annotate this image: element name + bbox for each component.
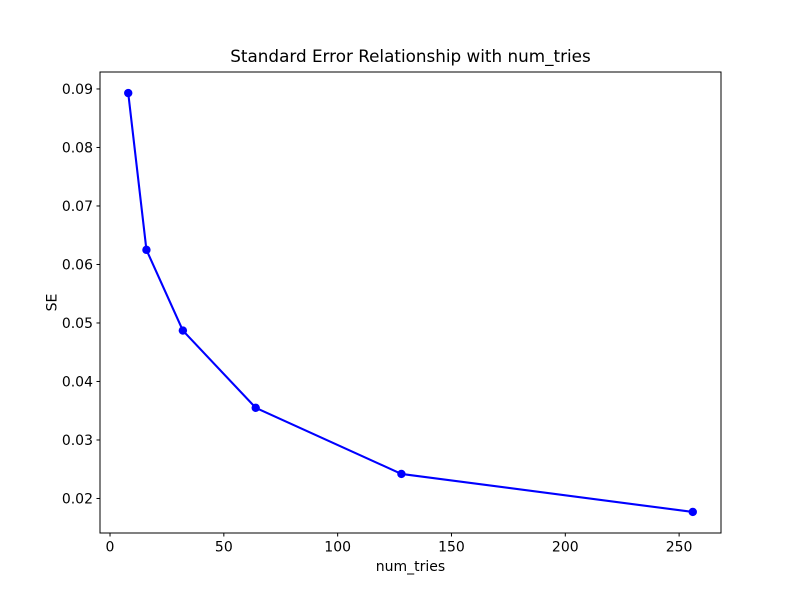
x-tick-label: 250 [666, 540, 693, 556]
x-tick-label: 200 [552, 540, 579, 556]
x-tick-label: 150 [438, 540, 465, 556]
y-tick-label: 0.03 [62, 433, 93, 449]
y-tick-label: 0.07 [62, 199, 93, 215]
plot-frame [99, 71, 722, 534]
series-line [127, 92, 694, 513]
x-tick-label: 50 [215, 540, 233, 556]
data-point [142, 245, 151, 255]
y-tick-label: 0.05 [62, 316, 93, 332]
x-tick-label: 0 [106, 540, 115, 556]
data-point [251, 403, 260, 413]
y-tick-label: 0.02 [62, 491, 93, 507]
data-point [397, 469, 406, 479]
y-tick-label: 0.04 [62, 374, 93, 390]
data-point [688, 507, 697, 517]
y-tick-label: 0.08 [62, 140, 93, 156]
chart-title: Standard Error Relationship with num_tri… [230, 46, 590, 67]
y-axis-label: SE [45, 294, 61, 312]
x-axis-label: num_tries [376, 559, 445, 575]
data-point [124, 88, 133, 98]
y-tick-label: 0.09 [62, 82, 93, 98]
data-point [178, 326, 188, 335]
x-tick-label: 100 [324, 540, 351, 556]
y-tick-label: 0.06 [62, 257, 93, 273]
